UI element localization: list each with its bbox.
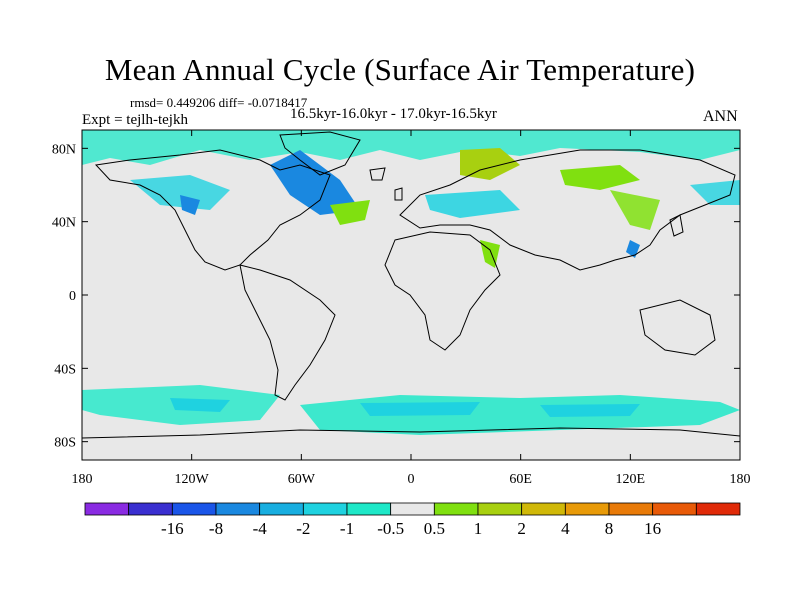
lat-tick-label: 40S [54,362,76,377]
experiment-label: Expt = tejlh-tejkh [82,112,188,128]
lon-tick-label: 120W [175,472,210,487]
lat-tick-label: 80N [52,142,76,157]
colorbar-swatch [564,502,610,516]
axis-ticks: 80N 40N 0 40S 80S 180 120W 60W 0 60E 120E 180 [52,130,751,487]
europe-anomaly [425,190,520,218]
coastlines [82,131,740,439]
colorbar-label: 1 [474,519,483,538]
colorbar-swatch [171,502,217,516]
map-title: Mean Annual Cycle (Surface Air Temperatu… [104,52,696,87]
antarctica-coast [82,427,740,439]
lon-tick-label: 0 [408,472,415,487]
colorbar-swatch [652,502,697,516]
colorbar-swatch [433,502,479,516]
colorbar-label: -4 [253,519,268,538]
siberia-anomaly [560,165,640,190]
lat-tick-label: 0 [69,289,76,304]
colorbar-label: -1 [340,519,354,538]
colorbar-swatch [477,502,523,516]
stats-label: rmsd= 0.449206 diff= -0.0718417 [130,95,308,110]
lat-tick-label: 80S [54,436,76,451]
south-america-coast [239,264,336,401]
lon-tick-label: 120E [616,472,646,487]
australia-coast [639,299,716,356]
southern-ocean-anomaly-4 [360,402,480,416]
colorbar: -16 -8 -4 -2 -1 -0.5 0.5 1 2 4 8 16 [84,502,741,538]
atlantic-anomaly [330,200,370,225]
colorbar-label: 4 [561,519,570,538]
period-label: 16.5kyr-16.0kyr - 17.0kyr-16.5kyr [290,106,497,122]
eurasia-coast [399,149,736,271]
colorbar-swatch [695,502,741,516]
colorbar-label: -0.5 [377,519,404,538]
colorbar-label: 8 [605,519,614,538]
colorbar-label: -8 [209,519,223,538]
colorbar-label: 2 [517,519,526,538]
colorbar-swatch [302,502,348,516]
colorbar-swatch [608,502,654,516]
lon-tick-label: 60W [288,472,316,487]
iceland-coast [369,167,386,181]
lon-tick-label: 180 [72,472,93,487]
map-area [81,129,741,461]
colorbar-swatch [521,502,566,516]
lon-tick-label: 180 [730,472,751,487]
colorbar-swatch [215,502,261,516]
rockies-anomaly [180,195,200,215]
southern-ocean-anomaly-3 [170,398,230,412]
japan-coast [669,214,684,237]
asia-anomaly [610,190,660,230]
britain-coast [394,187,403,201]
arabia-anomaly [480,240,500,268]
lon-tick-label: 60E [509,472,532,487]
colorbar-label: 16 [644,519,661,538]
season-label: ANN [703,108,738,125]
southern-ocean-anomaly-5 [540,404,640,417]
labrador-anomaly [270,150,360,215]
colorbar-swatch [390,502,435,516]
colorbar-swatch [259,502,304,516]
npacific-anomaly [690,180,740,205]
colorbar-label: 0.5 [424,519,445,538]
colorbar-swatch [84,502,130,516]
colorbar-label: -16 [161,519,184,538]
colorbar-swatch [128,502,173,516]
lat-tick-label: 40N [52,216,76,231]
colorbar-swatch [346,502,392,516]
north-america-coast [94,149,331,271]
na-anomaly [130,175,230,210]
africa-coast [384,231,501,351]
greenland-coast [279,131,361,176]
colorbar-label: -2 [296,519,310,538]
